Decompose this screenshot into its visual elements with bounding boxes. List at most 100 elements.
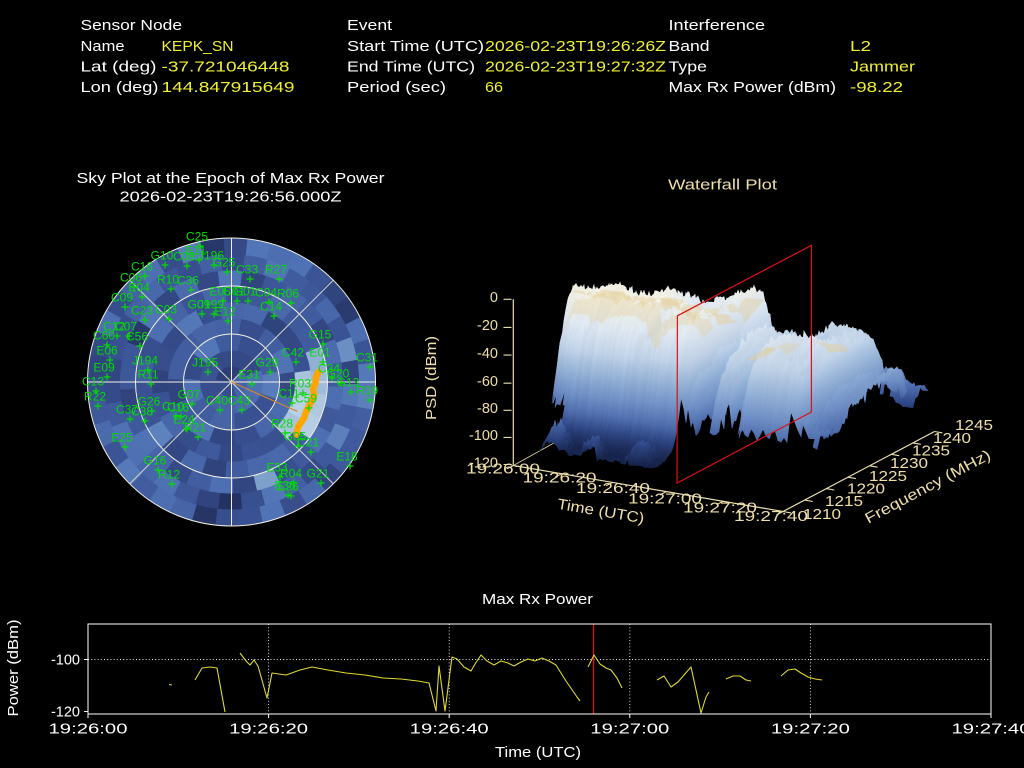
- svg-text:Max Rx Power: Max Rx Power: [482, 591, 593, 608]
- svg-text:19:27:00: 19:27:00: [590, 722, 669, 738]
- svg-text:R03: R03: [289, 377, 311, 391]
- svg-text:C56: C56: [126, 330, 148, 344]
- svg-text:19:27:00: 19:27:00: [628, 491, 702, 507]
- svg-text:Jammer: Jammer: [850, 59, 915, 76]
- svg-text:Period (sec): Period (sec): [347, 79, 446, 96]
- svg-text:G07: G07: [178, 388, 201, 402]
- svg-text:R27: R27: [265, 263, 287, 277]
- svg-text:-80: -80: [477, 401, 498, 417]
- svg-text:G25: G25: [213, 256, 236, 270]
- svg-text:19:26:20: 19:26:20: [523, 471, 597, 487]
- svg-text:E25: E25: [111, 431, 133, 445]
- svg-text:C40: C40: [206, 394, 228, 408]
- svg-text:C42: C42: [282, 346, 304, 360]
- svg-text:1215: 1215: [825, 494, 863, 510]
- svg-text:Interference: Interference: [669, 17, 766, 34]
- svg-text:-60: -60: [477, 374, 498, 390]
- svg-text:0: 0: [490, 290, 498, 306]
- svg-text:End Time (UTC): End Time (UTC): [347, 59, 475, 76]
- svg-text:19:26:00: 19:26:00: [49, 722, 128, 738]
- svg-text:19:27:40: 19:27:40: [952, 722, 1024, 738]
- svg-text:E18: E18: [336, 450, 358, 464]
- svg-text:R19: R19: [356, 384, 378, 398]
- svg-text:R11: R11: [137, 368, 158, 382]
- svg-text:C14: C14: [260, 300, 282, 314]
- svg-text:C37: C37: [116, 403, 138, 417]
- svg-text:Power (dBm): Power (dBm): [5, 620, 22, 717]
- svg-text:C06: C06: [120, 271, 142, 285]
- svg-text:E12: E12: [214, 305, 236, 319]
- svg-text:J194: J194: [132, 354, 158, 368]
- svg-text:C07: C07: [115, 320, 137, 334]
- svg-text:1210: 1210: [803, 507, 841, 523]
- svg-text:R10: R10: [157, 273, 179, 287]
- svg-text:1240: 1240: [933, 431, 971, 447]
- svg-text:G01: G01: [234, 285, 257, 299]
- svg-text:1230: 1230: [890, 456, 928, 472]
- svg-text:J195: J195: [192, 356, 218, 370]
- svg-text:C16: C16: [167, 401, 189, 415]
- svg-text:-120: -120: [469, 455, 498, 471]
- svg-text:C23: C23: [131, 304, 153, 318]
- svg-text:19:27:20: 19:27:20: [683, 501, 757, 517]
- svg-text:E33: E33: [266, 461, 288, 475]
- svg-text:L2: L2: [850, 38, 871, 55]
- svg-text:G29: G29: [256, 356, 279, 370]
- svg-text:E06: E06: [96, 344, 118, 358]
- svg-text:C43: C43: [228, 394, 250, 408]
- svg-text:C08: C08: [173, 250, 195, 264]
- svg-text:E09: E09: [93, 361, 115, 375]
- svg-text:-37.721046448: -37.721046448: [162, 59, 290, 76]
- svg-text:Start Time (UTC): Start Time (UTC): [347, 38, 484, 55]
- svg-text:C33: C33: [236, 263, 258, 277]
- svg-text:C12: C12: [103, 320, 125, 334]
- svg-text:Band: Band: [669, 38, 710, 55]
- svg-text:19:27:20: 19:27:20: [771, 722, 850, 738]
- svg-text:G26: G26: [138, 395, 161, 409]
- svg-text:C09: C09: [111, 291, 133, 305]
- svg-text:C25: C25: [186, 230, 208, 244]
- svg-text:2026-02-23T19:26:56.000Z: 2026-02-23T19:26:56.000Z: [120, 189, 342, 206]
- svg-text:R28: R28: [271, 417, 293, 431]
- svg-text:Event: Event: [347, 17, 393, 34]
- svg-text:19:26:40: 19:26:40: [410, 722, 489, 738]
- svg-text:Max Rx Power (dBm): Max Rx Power (dBm): [669, 79, 837, 96]
- svg-text:C36: C36: [177, 274, 199, 288]
- svg-text:1235: 1235: [912, 443, 950, 459]
- svg-text:G21: G21: [307, 467, 330, 481]
- svg-text:C16: C16: [131, 260, 153, 274]
- svg-text:C13: C13: [82, 375, 104, 389]
- svg-text:C21: C21: [297, 436, 319, 450]
- svg-text:E05: E05: [209, 285, 231, 299]
- svg-text:Lat (deg): Lat (deg): [81, 59, 157, 76]
- svg-text:-40: -40: [477, 346, 498, 362]
- svg-text:C31: C31: [356, 351, 378, 365]
- svg-text:19:27:40: 19:27:40: [734, 509, 808, 525]
- svg-text:C38: C38: [131, 405, 153, 419]
- svg-text:G05: G05: [284, 430, 307, 444]
- svg-text:-120: -120: [51, 705, 80, 721]
- svg-text:C11: C11: [278, 387, 299, 401]
- svg-text:C59: C59: [295, 392, 317, 406]
- svg-text:-98.22: -98.22: [850, 79, 903, 96]
- svg-text:C04: C04: [255, 286, 277, 300]
- svg-text:-100: -100: [51, 653, 80, 669]
- svg-text:G10: G10: [151, 249, 174, 263]
- svg-text:19:26:20: 19:26:20: [229, 722, 308, 738]
- svg-text:1245: 1245: [955, 418, 993, 434]
- svg-text:J199: J199: [198, 298, 224, 312]
- svg-text:R12: R12: [158, 468, 180, 482]
- svg-text:E01: E01: [309, 346, 331, 360]
- svg-text:Sensor Node: Sensor Node: [81, 17, 183, 34]
- svg-text:R21: R21: [184, 421, 206, 435]
- svg-text:J196: J196: [198, 249, 224, 263]
- svg-text:19:26:40: 19:26:40: [576, 481, 650, 497]
- svg-text:Time (UTC): Time (UTC): [495, 744, 581, 761]
- svg-text:R04: R04: [280, 467, 302, 481]
- svg-text:66: 66: [485, 79, 503, 96]
- svg-text:Sky Plot at the Epoch of Max R: Sky Plot at the Epoch of Max Rx Power: [77, 170, 385, 187]
- svg-text:R06: R06: [277, 287, 299, 301]
- svg-text:G09: G09: [188, 298, 211, 312]
- svg-text:C60: C60: [93, 329, 115, 343]
- svg-text:Type: Type: [669, 59, 708, 76]
